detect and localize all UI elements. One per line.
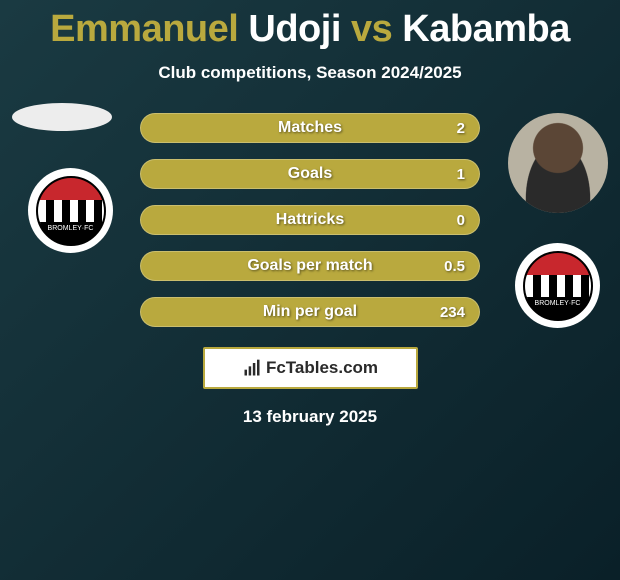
stats-bars: Matches 2 Goals 1 Hattricks 0 Goals per …	[140, 113, 480, 327]
stat-bar: Min per goal 234	[140, 297, 480, 327]
stat-label: Matches	[278, 119, 342, 137]
title-vs: vs	[351, 8, 392, 50]
club-crest-left: BROMLEY·FC	[28, 168, 113, 253]
stat-value: 0.5	[444, 258, 465, 275]
stat-value: 0	[457, 212, 465, 229]
crest-text: BROMLEY·FC	[525, 297, 591, 319]
club-crest-right: BROMLEY·FC	[515, 243, 600, 328]
stat-label: Hattricks	[276, 211, 344, 229]
date-label: 13 february 2025	[0, 407, 620, 427]
stat-bar: Hattricks 0	[140, 205, 480, 235]
page-title: Emmanuel Udoji vs Kabamba	[0, 0, 620, 51]
player-avatar-right	[508, 113, 608, 213]
stat-label: Goals per match	[247, 257, 372, 275]
source-badge: FcTables.com	[203, 347, 418, 389]
crest-text: BROMLEY·FC	[38, 222, 104, 244]
stat-bar: Goals 1	[140, 159, 480, 189]
content-area: BROMLEY·FC BROMLEY·FC Matches 2 Goals 1 …	[0, 113, 620, 427]
title-p1: Emmanuel	[50, 8, 238, 50]
title-p2: Udoji	[248, 8, 340, 50]
stat-value: 2	[457, 120, 465, 137]
stat-value: 1	[457, 166, 465, 183]
subtitle: Club competitions, Season 2024/2025	[0, 63, 620, 83]
badge-text: FcTables.com	[266, 358, 378, 378]
face-icon	[508, 113, 608, 213]
chart-icon	[242, 358, 262, 378]
stat-bar: Goals per match 0.5	[140, 251, 480, 281]
stat-label: Min per goal	[263, 303, 357, 321]
title-p3: Kabamba	[402, 8, 570, 50]
stat-value: 234	[440, 304, 465, 321]
crest-icon: BROMLEY·FC	[523, 251, 593, 321]
player-avatar-left	[12, 103, 112, 131]
stat-bar: Matches 2	[140, 113, 480, 143]
crest-icon: BROMLEY·FC	[36, 176, 106, 246]
stat-label: Goals	[288, 165, 332, 183]
